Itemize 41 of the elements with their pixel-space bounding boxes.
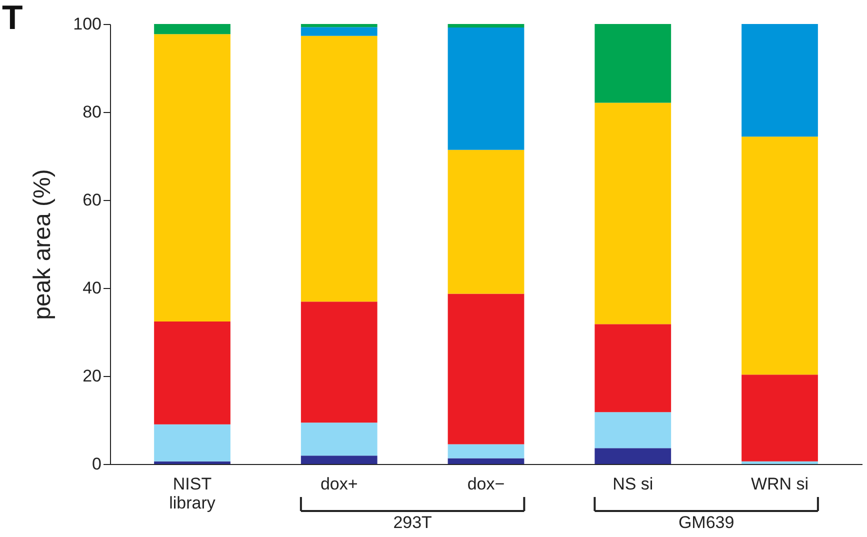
bar <box>594 412 672 448</box>
x-tick-label: dox− <box>467 474 505 494</box>
x-tick-label: WRN si <box>750 474 809 494</box>
bar <box>594 24 672 103</box>
bar <box>154 424 230 462</box>
y-axis-title: peak area (%) <box>29 169 56 320</box>
bar <box>448 458 524 464</box>
bar <box>448 294 524 444</box>
bar <box>742 461 818 464</box>
bar <box>448 444 524 458</box>
text: 293T <box>393 513 432 532</box>
bar <box>448 28 524 150</box>
x-tick-label: dox+ <box>320 474 358 494</box>
bar <box>300 24 378 28</box>
bar <box>154 24 230 34</box>
bar <box>594 324 672 412</box>
bar <box>448 24 524 28</box>
bar <box>448 150 524 294</box>
x-tick-label: NS si <box>612 474 654 494</box>
text: GM639 <box>678 513 734 532</box>
text: T <box>2 0 23 37</box>
y-tick-label: 80 <box>82 102 102 122</box>
y-tick-label: 60 <box>82 190 102 210</box>
y-tick-label: 100 <box>73 14 102 34</box>
bar <box>742 136 818 375</box>
bar <box>300 456 378 464</box>
bar <box>154 321 230 424</box>
bar <box>742 24 818 137</box>
bar <box>154 461 230 464</box>
x-tick-label: NIST library <box>169 474 216 512</box>
bar <box>594 102 672 324</box>
bar <box>300 422 378 456</box>
bar <box>742 374 818 462</box>
bar <box>300 27 378 36</box>
y-tick-label: 20 <box>82 366 102 386</box>
y-tick-label: 0 <box>92 454 102 474</box>
bar <box>154 34 230 322</box>
bar <box>300 302 378 423</box>
bar <box>594 448 672 464</box>
bar <box>300 36 378 302</box>
y-tick-label: 40 <box>82 278 102 298</box>
